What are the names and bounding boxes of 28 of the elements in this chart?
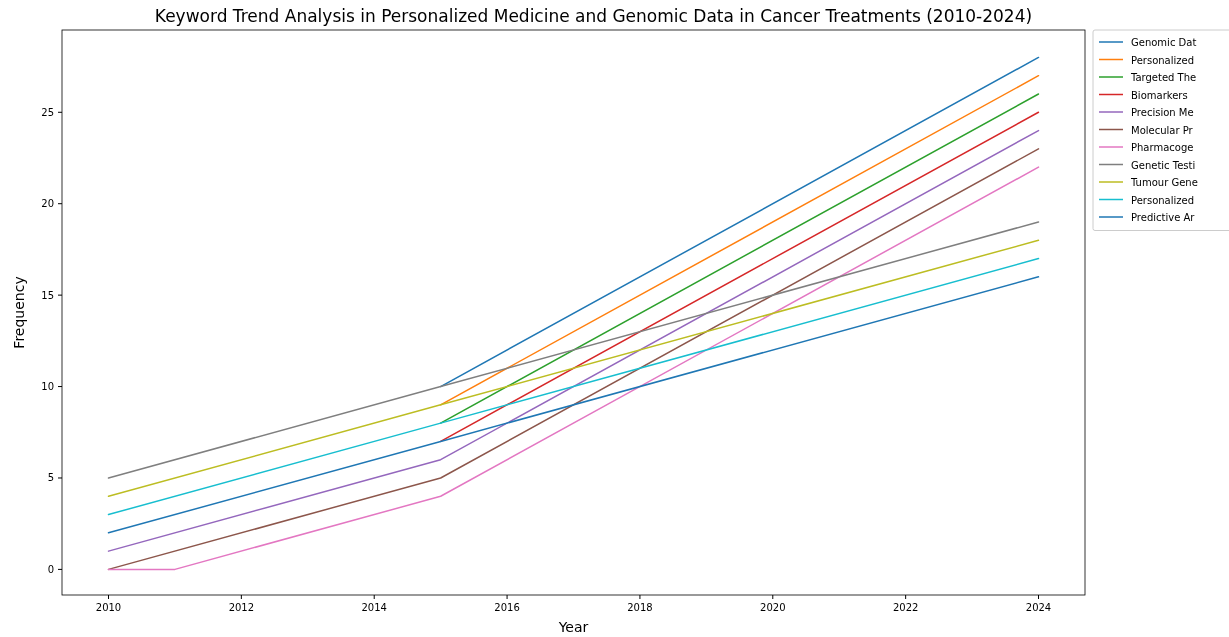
y-tick-label: 20	[41, 198, 54, 210]
x-axis-title: Year	[557, 619, 589, 635]
x-tick-label: 2014	[361, 602, 387, 613]
y-tick-label: 25	[41, 106, 54, 118]
x-tick-label: 2010	[95, 602, 122, 613]
y-tick-label: 0	[47, 563, 54, 575]
legend-label: Predictive Ar	[1131, 212, 1196, 223]
chart-title: Keyword Trend Analysis in Personalized Medicine and Genomic Data in Cancer Treatments (2010-2024)	[154, 6, 1033, 26]
y-tick-label: 15	[41, 289, 54, 301]
legend-label: Targeted The	[1130, 72, 1197, 83]
y-tick-label: 5	[47, 472, 54, 484]
x-tick-label: 2022	[892, 602, 919, 613]
legend-label: Genomic Dat	[1131, 37, 1197, 48]
x-tick-label: 2016	[494, 602, 520, 613]
legend-label: Precision Me	[1131, 107, 1194, 118]
x-tick-label: 2018	[627, 602, 653, 613]
x-tick-label: 2024	[1025, 602, 1052, 613]
legend-label: Genetic Testi	[1131, 159, 1196, 171]
x-tick-label: 2012	[228, 602, 255, 613]
y-tick-label: 10	[41, 381, 54, 393]
legend-label: Molecular Pr	[1131, 124, 1194, 136]
legend-label: Biomarkers	[1131, 89, 1188, 101]
y-axis-title: Frequency	[11, 276, 27, 349]
x-tick-label: 2020	[760, 602, 786, 613]
legend-label: Personalized	[1131, 54, 1195, 66]
legend-label: Personalized	[1131, 194, 1195, 206]
legend-label: Tumour Gene	[1130, 177, 1198, 188]
legend-label: Pharmacoge	[1131, 142, 1194, 153]
